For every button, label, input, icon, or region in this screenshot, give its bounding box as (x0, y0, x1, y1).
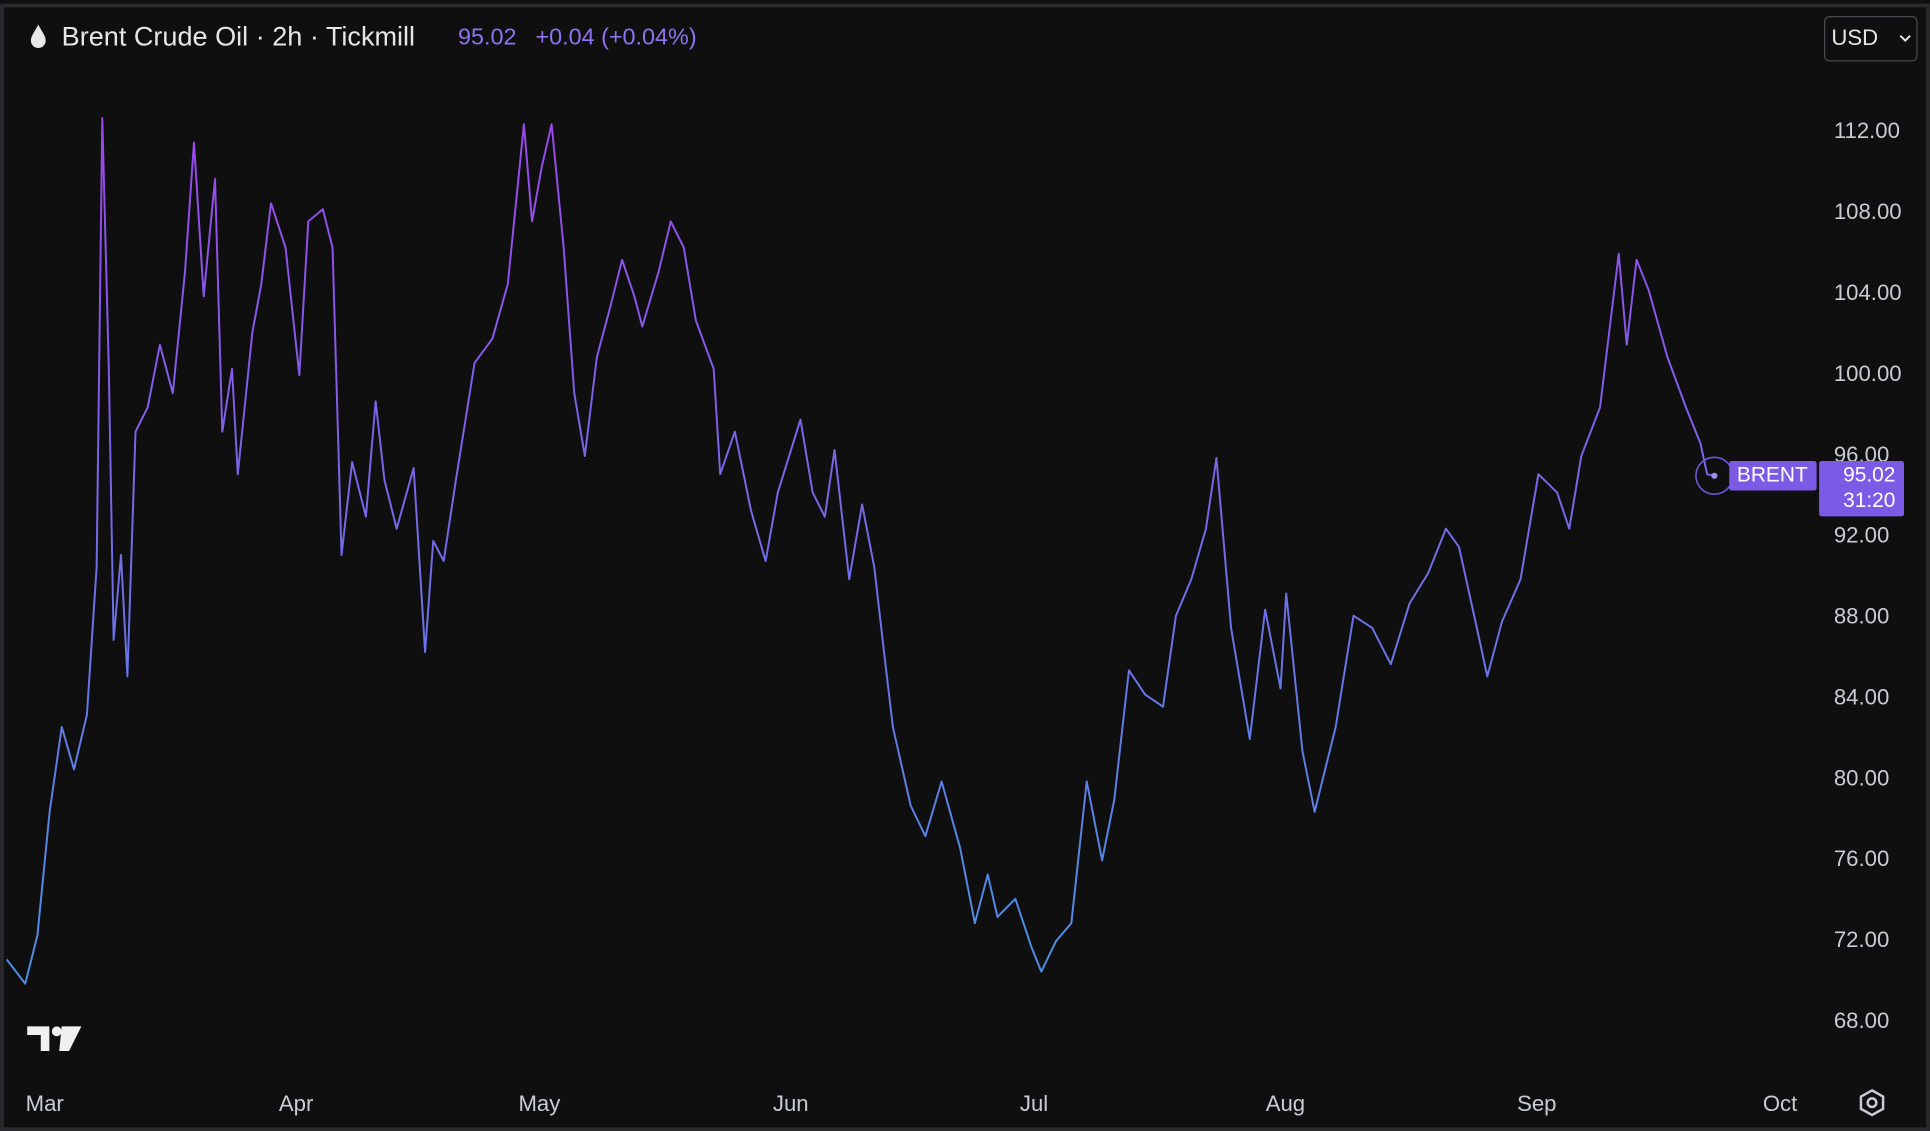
x-tick-label: May (518, 1091, 561, 1116)
x-tick-label: Sep (1517, 1091, 1556, 1116)
x-tick-label: Aug (1266, 1091, 1305, 1116)
frame (0, 3, 1930, 1131)
x-tick-label: Jul (1020, 1091, 1048, 1116)
last-point (1711, 472, 1718, 479)
price-line (5, 117, 1715, 985)
y-tick-label: 68.00 (1834, 1008, 1889, 1033)
y-tick-label: 108.00 (1834, 199, 1902, 224)
currency-label: USD (1831, 25, 1878, 50)
x-tick-label: Mar (26, 1091, 64, 1116)
symbol-tag (1729, 460, 1817, 491)
last-price: 95.02 (458, 23, 517, 49)
x-tick-label: Oct (1763, 1091, 1797, 1116)
y-tick-label: 100.00 (1834, 361, 1902, 386)
countdown: 31:20 (1843, 489, 1895, 512)
logo (27, 1026, 82, 1052)
price-tag-value: 95.02 (1843, 463, 1895, 486)
chevron (1899, 34, 1911, 43)
y-tick-label: 104.00 (1834, 280, 1902, 305)
y-tick-label: 80.00 (1834, 765, 1889, 790)
currency-button[interactable] (1824, 15, 1918, 62)
symbol-label: BRENT (1737, 463, 1808, 486)
chart-title: Brent Crude Oil · 2h · Tickmill (62, 20, 415, 51)
oil-icon (30, 24, 46, 48)
settings-icon[interactable] (1859, 1088, 1885, 1117)
y-tick-label: 84.00 (1834, 684, 1889, 709)
y-tick-label: 112.00 (1834, 118, 1900, 143)
y-tick-label: 92.00 (1834, 523, 1889, 548)
price-tag (1819, 460, 1905, 517)
y-tick-label: 88.00 (1834, 604, 1889, 629)
y-tick-label: 72.00 (1834, 927, 1889, 952)
y-tick-label: 76.00 (1834, 846, 1889, 871)
x-tick-label: Jun (773, 1091, 809, 1116)
x-tick-label: Apr (279, 1091, 313, 1116)
price-change: +0.04 (+0.04%) (535, 23, 696, 49)
